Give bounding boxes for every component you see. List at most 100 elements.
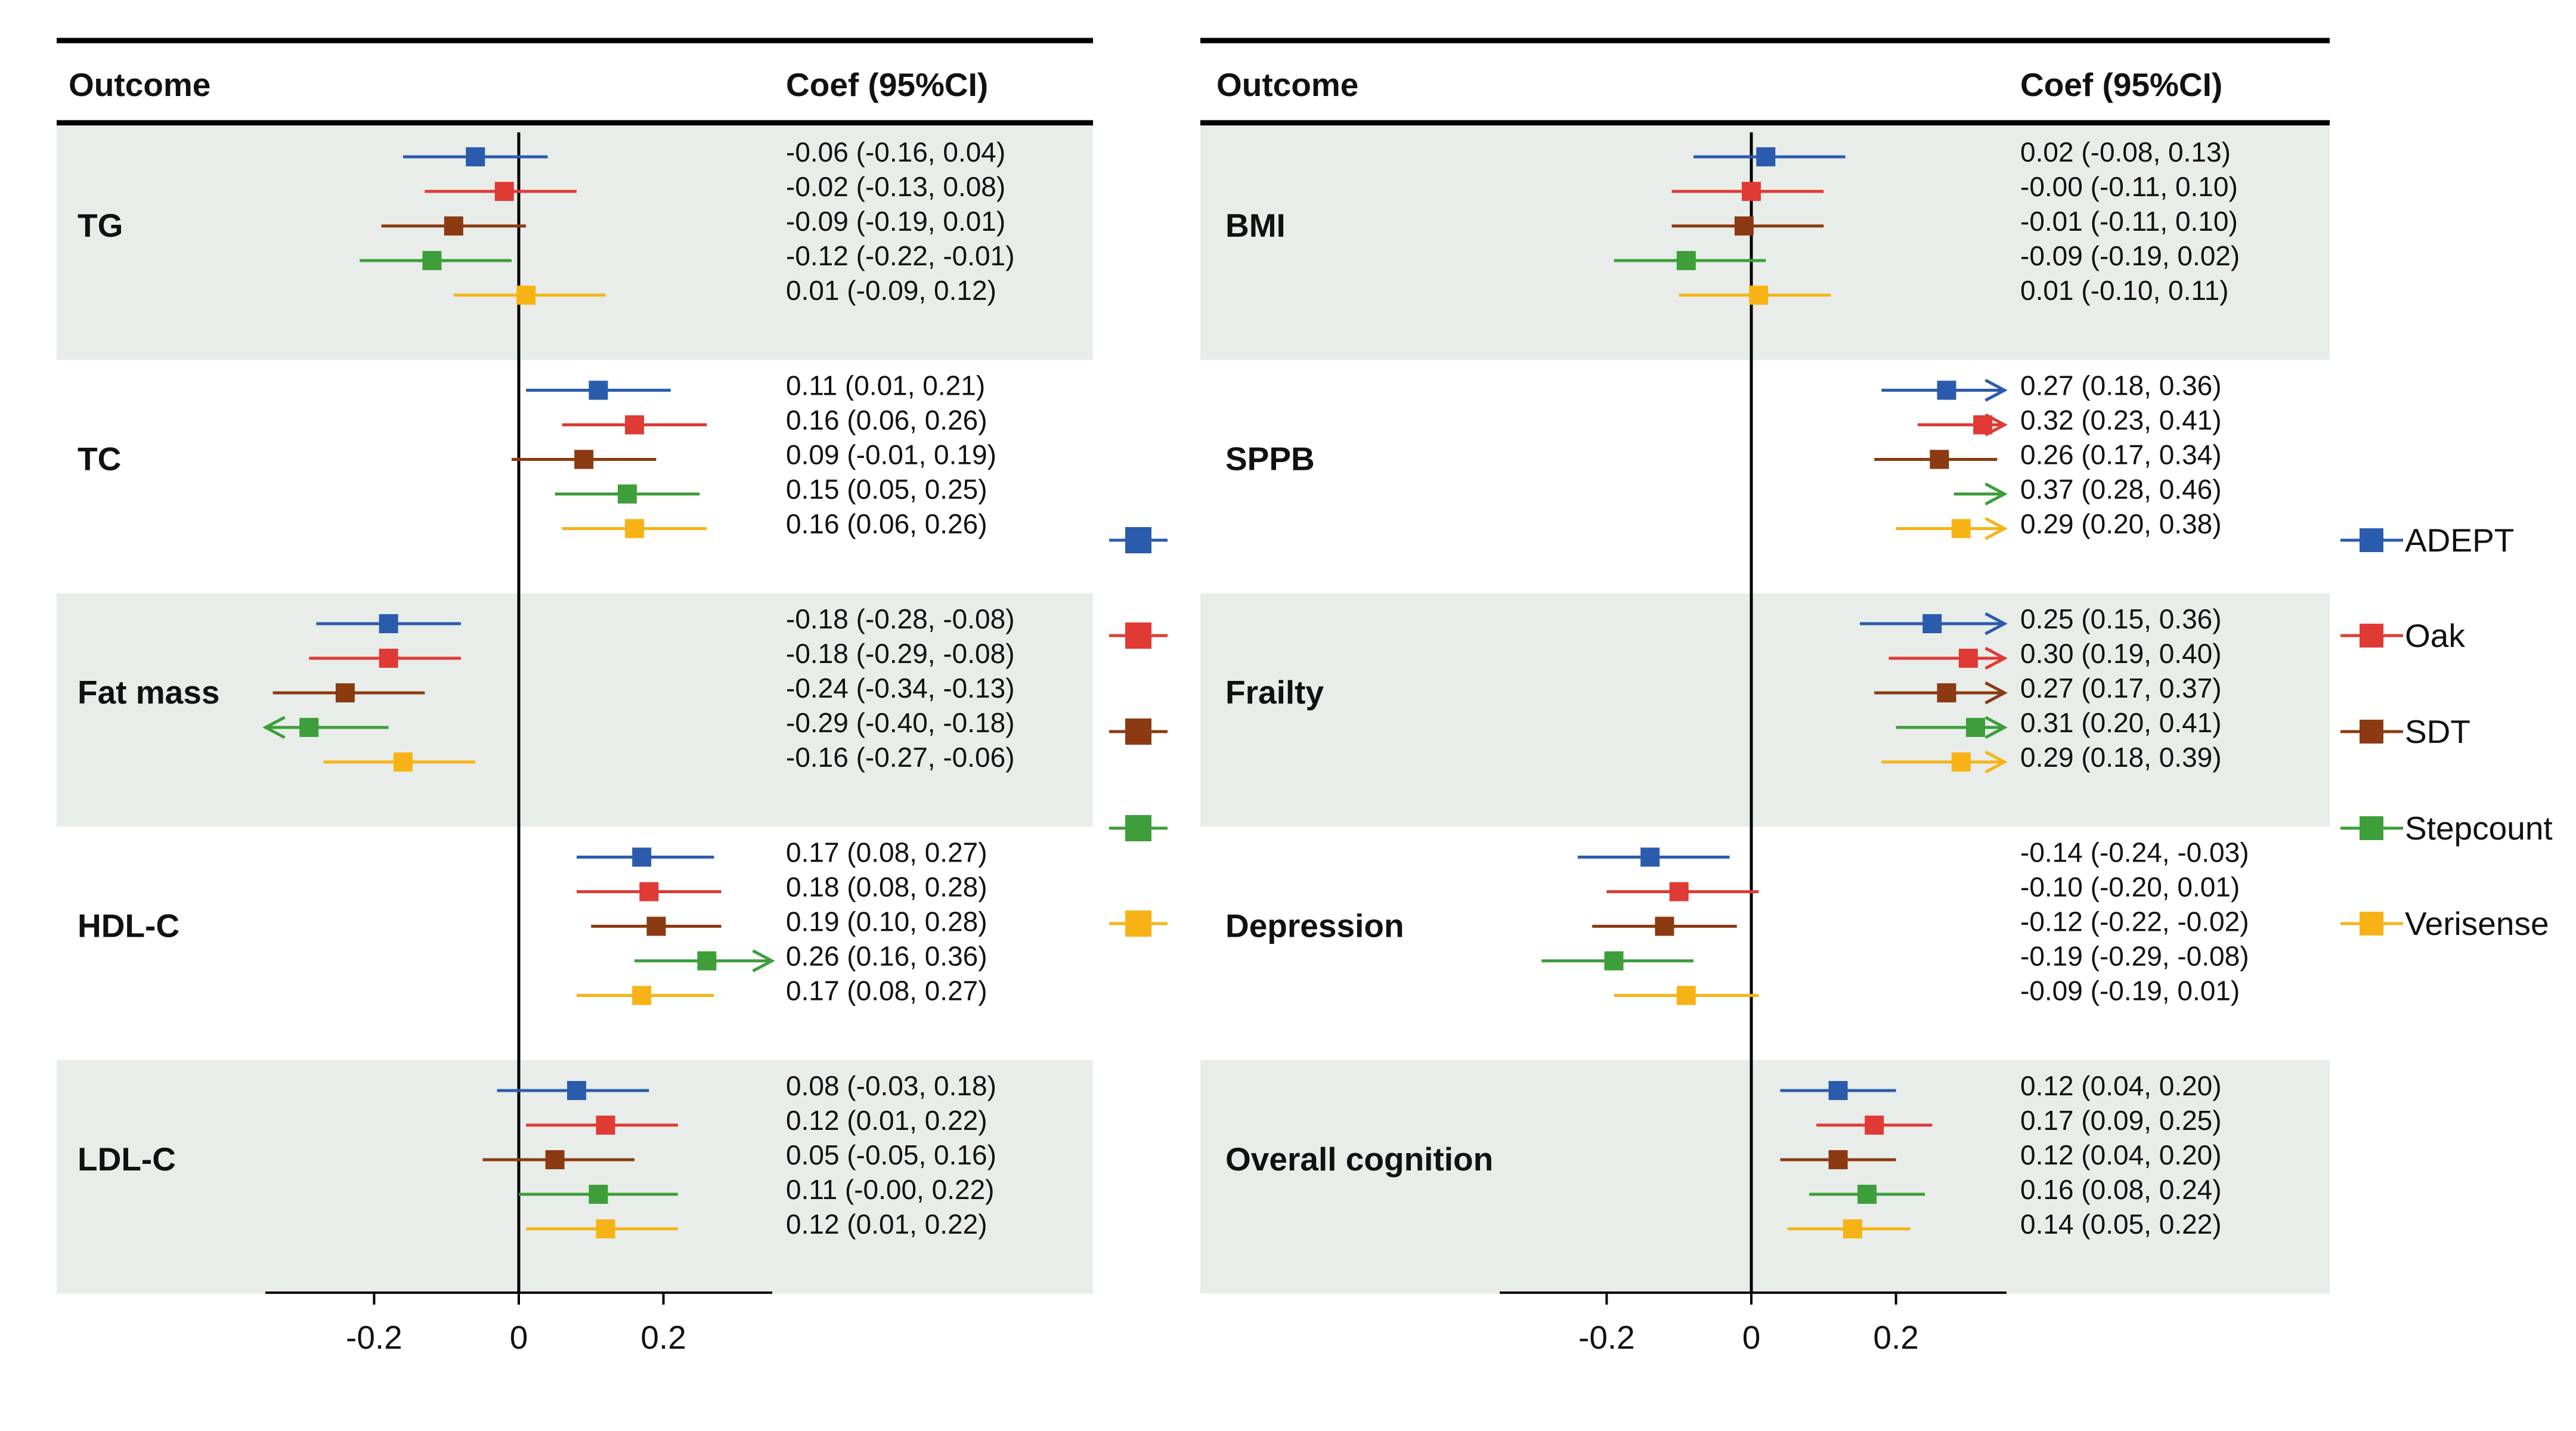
point-estimate: [393, 752, 413, 772]
estimate-row: 0.01 (-0.10, 0.11): [1679, 275, 2228, 306]
estimate-row: 0.05 (-0.05, 0.16): [482, 1139, 996, 1170]
point-estimate: [1951, 519, 1971, 538]
estimate-row: 0.12 (0.04, 0.20): [1780, 1070, 2222, 1101]
header-outcome: Outcome: [69, 66, 210, 103]
outcome-label: LDL-C: [78, 1141, 176, 1178]
outcome-label: HDL-C: [78, 907, 179, 944]
coef-ci-label: 0.16 (0.06, 0.26): [786, 509, 987, 540]
point-estimate: [632, 986, 652, 1005]
point-estimate: [1843, 1219, 1862, 1238]
point-estimate: [589, 380, 608, 400]
outcome-label: TG: [78, 207, 123, 244]
legend-key: [1109, 622, 1168, 649]
coef-ci-label: 0.29 (0.20, 0.38): [2020, 509, 2222, 540]
estimate-row: 0.01 (-0.09, 0.12): [453, 275, 996, 306]
ci-arrow-right: [1984, 517, 2008, 540]
estimate-row: 0.16 (0.08, 0.24): [1809, 1174, 2222, 1205]
ci-arrow-right: [1984, 750, 2008, 774]
estimate-row: 0.16 (0.06, 0.26): [562, 509, 987, 540]
coef-ci-label: 0.01 (-0.09, 0.12): [786, 275, 996, 306]
estimate-row: 0.18 (0.08, 0.28): [577, 872, 987, 903]
coef-ci-label: 0.14 (0.05, 0.22): [2020, 1209, 2222, 1240]
ci-arrow-left: [262, 715, 286, 739]
point-estimate: [466, 147, 485, 166]
point-estimate: [617, 484, 637, 504]
coef-ci-label: -0.01 (-0.11, 0.10): [2020, 206, 2238, 237]
coef-ci-label: -0.19 (-0.29, -0.08): [2020, 941, 2249, 972]
point-estimate: [1756, 147, 1776, 166]
estimate-row: 0.27 (0.17, 0.37): [1874, 673, 2222, 705]
point-estimate: [335, 683, 355, 702]
legend-label: SDT: [2405, 713, 2470, 750]
x-tick-label: -0.2: [346, 1319, 402, 1356]
point-estimate: [379, 649, 398, 668]
estimate-row: 0.31 (0.20, 0.41): [1896, 707, 2222, 739]
estimate-row: 0.14 (0.05, 0.22): [1787, 1209, 2222, 1240]
coef-ci-label: 0.17 (0.09, 0.25): [2020, 1105, 2222, 1136]
coef-ci-label: 0.29 (0.18, 0.39): [2020, 742, 2222, 773]
coef-ci-label: 0.17 (0.08, 0.27): [786, 975, 987, 1006]
estimate-row: -0.16 (-0.27, -0.06): [323, 742, 1015, 773]
point-estimate: [1640, 847, 1660, 867]
legend-square: [2360, 528, 2383, 552]
point-estimate: [444, 216, 463, 236]
point-estimate: [632, 847, 652, 867]
legend-symbols-center: [1109, 527, 1168, 937]
point-estimate: [625, 415, 645, 435]
outcome-label: SPPB: [1225, 441, 1315, 478]
estimate-row: -0.09 (-0.19, 0.01): [381, 206, 1005, 237]
header-outcome: Outcome: [1216, 66, 1358, 103]
coef-ci-label: 0.16 (0.06, 0.26): [786, 405, 987, 436]
legend-label: Oak: [2405, 617, 2465, 654]
point-estimate: [697, 951, 717, 971]
coef-ci-label: -0.09 (-0.19, 0.02): [2020, 240, 2240, 271]
point-estimate: [589, 1185, 608, 1204]
ci-arrow-right: [752, 949, 775, 972]
forest-panel-1: Outcome Coef (95%CI) TG -0.06 (-0.16, 0.04)…: [57, 38, 1093, 1356]
point-estimate: [639, 882, 659, 902]
coef-ci-label: 0.11 (0.01, 0.21): [786, 370, 985, 401]
estimate-row: 0.15 (0.05, 0.25): [555, 474, 987, 505]
coef-ci-label: 0.25 (0.15, 0.36): [2020, 603, 2222, 634]
point-estimate: [1958, 649, 1978, 668]
coef-ci-label: -0.14 (-0.24, -0.03): [2020, 837, 2249, 868]
legend-square: [1125, 622, 1151, 649]
point-estimate: [1828, 1081, 1848, 1100]
estimate-row: -0.02 (-0.13, 0.08): [425, 171, 1005, 202]
group-band: [57, 126, 1093, 360]
legend-key: [1109, 527, 1168, 553]
coef-ci-label: -0.09 (-0.19, 0.01): [2020, 975, 2240, 1006]
point-estimate: [1857, 1185, 1877, 1204]
coef-ci-label: 0.16 (0.08, 0.24): [2020, 1174, 2222, 1205]
point-estimate: [1922, 614, 1942, 633]
point-estimate: [1669, 882, 1689, 902]
estimate-row: -0.12 (-0.22, -0.01): [360, 240, 1015, 271]
legend-label: Stepcount: [2405, 810, 2553, 847]
point-estimate: [596, 1219, 615, 1238]
estimate-row: 0.12 (0.01, 0.22): [526, 1105, 987, 1136]
coef-ci-label: 0.27 (0.18, 0.36): [2020, 370, 2222, 401]
coef-ci-label: 0.12 (0.04, 0.20): [2020, 1070, 2222, 1101]
estimate-row: 0.37 (0.28, 0.46): [1953, 474, 2222, 506]
ci-arrow-right: [1984, 379, 2008, 402]
point-estimate: [1734, 216, 1754, 236]
x-tick-label: 0: [1742, 1319, 1761, 1356]
coef-ci-label: 0.11 (-0.00, 0.22): [786, 1174, 994, 1205]
estimate-row: 0.25 (0.15, 0.36): [1859, 603, 2222, 636]
estimate-row: 0.12 (0.04, 0.20): [1780, 1139, 2222, 1170]
point-estimate: [1865, 1116, 1884, 1135]
coef-ci-label: 0.08 (-0.03, 0.18): [786, 1070, 996, 1101]
point-estimate: [1676, 251, 1696, 270]
coef-ci-label: -0.00 (-0.11, 0.10): [2020, 171, 2238, 202]
forest-panel-2: Outcome Coef (95%CI) BMI 0.02 (-0.08, 0.13)…: [1200, 38, 2330, 1356]
point-estimate: [299, 718, 319, 737]
estimate-row: 0.02 (-0.08, 0.13): [1693, 137, 2231, 168]
legend-item: Verisense: [2340, 905, 2549, 942]
estimate-row: 0.26 (0.17, 0.34): [1874, 439, 2222, 470]
legend: ADEPT Oak SDT Stepcount Verisense: [2340, 522, 2553, 942]
legend-label: Verisense: [2405, 905, 2549, 942]
estimate-row: -0.14 (-0.24, -0.03): [1577, 837, 2249, 868]
x-tick-label: 0.2: [1873, 1319, 1918, 1356]
estimate-row: -0.00 (-0.11, 0.10): [1671, 171, 2238, 202]
legend-square: [2360, 720, 2383, 744]
